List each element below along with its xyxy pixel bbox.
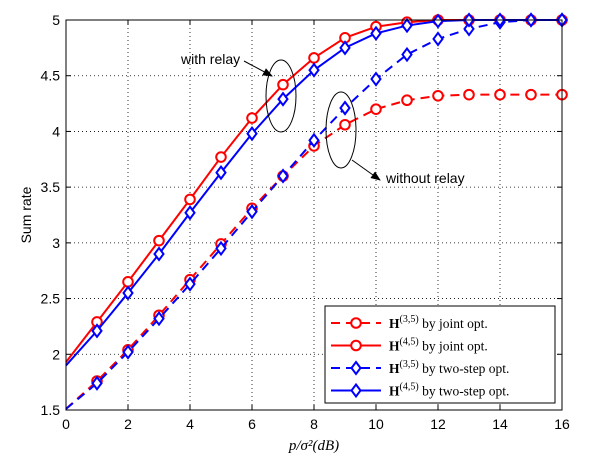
legend-label-matrix: H — [389, 361, 400, 376]
x-tick-label: 10 — [368, 416, 384, 432]
data-point — [463, 88, 475, 101]
x-tick-label: 2 — [124, 416, 132, 432]
legend-marker — [350, 339, 362, 352]
legend-entry: H(3,5) by two-step opt. — [331, 359, 509, 376]
data-point — [339, 118, 351, 131]
x-tick-label: 14 — [492, 416, 508, 432]
x-axis-title: p/σ²(dB) — [288, 438, 339, 454]
data-point — [370, 71, 382, 87]
x-tick-label: 8 — [310, 416, 318, 432]
legend-marker — [350, 360, 362, 376]
y-axis-title: Sum rate — [18, 186, 34, 243]
data-point — [277, 168, 289, 184]
data-point — [153, 234, 165, 247]
plot-frame — [65, 19, 563, 411]
data-point — [122, 344, 134, 360]
legend-label-matrix: H — [389, 384, 400, 399]
data-point — [215, 164, 227, 181]
data-point — [215, 151, 227, 163]
data-point — [339, 100, 351, 116]
x-tick-label: 4 — [186, 416, 194, 432]
x-tick-label: 6 — [248, 416, 256, 432]
y-tick-label: 5 — [52, 12, 60, 28]
legend-label-text: by joint opt. — [419, 316, 488, 331]
y-tick-label: 4 — [52, 123, 60, 139]
data-point — [432, 13, 444, 29]
data-point — [246, 112, 258, 124]
data-point — [122, 285, 134, 301]
data-point — [277, 78, 289, 91]
data-point — [401, 46, 413, 63]
x-tick-label: 0 — [62, 416, 70, 432]
with-relay-label: with relay — [180, 51, 240, 67]
legend-label-superscript: (3,5) — [400, 314, 419, 325]
series-3 — [65, 12, 568, 410]
data-point — [153, 310, 165, 327]
legend-label-text: by two-step opt. — [419, 384, 510, 399]
y-tick-label: 3 — [52, 235, 60, 251]
data-point — [370, 103, 382, 115]
legend-entry: H(4,5) by two-step opt. — [331, 382, 509, 399]
data-point — [246, 125, 258, 142]
data-point — [339, 40, 351, 56]
data-point — [122, 276, 134, 288]
y-tick-label: 2 — [52, 346, 60, 362]
y-tick-label: 1.5 — [41, 402, 61, 418]
axis-ticks: 0 2 4 6 8 10 12 14 16 1.5 2 2.5 3 3.5 4 4.5 5 — [41, 12, 570, 432]
y-tick-label: 4.5 — [41, 68, 61, 84]
legend-label-matrix: H — [389, 316, 400, 331]
without-relay-arrow — [351, 159, 381, 181]
with-relay-arrow — [243, 60, 273, 77]
annotation-with-relay: with relay — [180, 51, 297, 133]
legend-label-text: by two-step opt. — [419, 361, 510, 376]
data-point — [401, 17, 413, 34]
x-tick-label: 12 — [430, 416, 446, 432]
data-point — [184, 193, 196, 206]
with-relay-ellipse — [265, 59, 297, 133]
data-point — [91, 375, 103, 391]
x-tick-label: 16 — [554, 416, 570, 432]
legend-label-superscript: (4,5) — [400, 337, 419, 348]
data-point — [184, 205, 196, 221]
legend-label-matrix: H — [389, 339, 400, 354]
legend-marker — [350, 382, 362, 399]
data-point — [91, 323, 103, 339]
legend-label: H(4,5) by two-step opt. — [389, 382, 509, 399]
data-point — [246, 203, 258, 220]
data-point — [463, 21, 475, 37]
data-point — [308, 132, 320, 149]
legend-label: H(3,5) by two-step opt. — [389, 359, 509, 376]
data-point — [308, 62, 320, 78]
data-point — [277, 91, 289, 107]
legend-label-superscript: (3,5) — [400, 359, 419, 370]
data-point — [215, 240, 227, 257]
y-tick-label: 2.5 — [41, 291, 61, 307]
legend-entry: H(4,5) by joint opt. — [331, 337, 488, 354]
data-point — [184, 276, 196, 292]
data-point — [494, 88, 506, 101]
legend: H(3,5) by joint opt.H(4,5) by joint opt.… — [324, 305, 556, 404]
data-point — [153, 246, 165, 262]
legend-label: H(4,5) by joint opt. — [389, 337, 488, 354]
data-point — [401, 94, 413, 107]
data-point — [432, 89, 444, 102]
y-tick-label: 3.5 — [41, 179, 61, 195]
without-relay-ellipse — [325, 91, 357, 169]
legend-marker — [350, 317, 362, 329]
data-point — [432, 31, 444, 47]
annotation-without-relay: without relay — [325, 91, 465, 186]
data-point — [308, 52, 320, 64]
data-point — [525, 88, 537, 101]
legend-label-text: by joint opt. — [419, 339, 488, 354]
data-point — [370, 25, 382, 42]
legend-entry: H(3,5) by joint opt. — [331, 314, 488, 331]
series-4 — [65, 12, 568, 367]
legend-label: H(3,5) by joint opt. — [389, 314, 488, 331]
legend-label-superscript: (4,5) — [400, 382, 419, 393]
without-relay-label: without relay — [385, 170, 465, 186]
